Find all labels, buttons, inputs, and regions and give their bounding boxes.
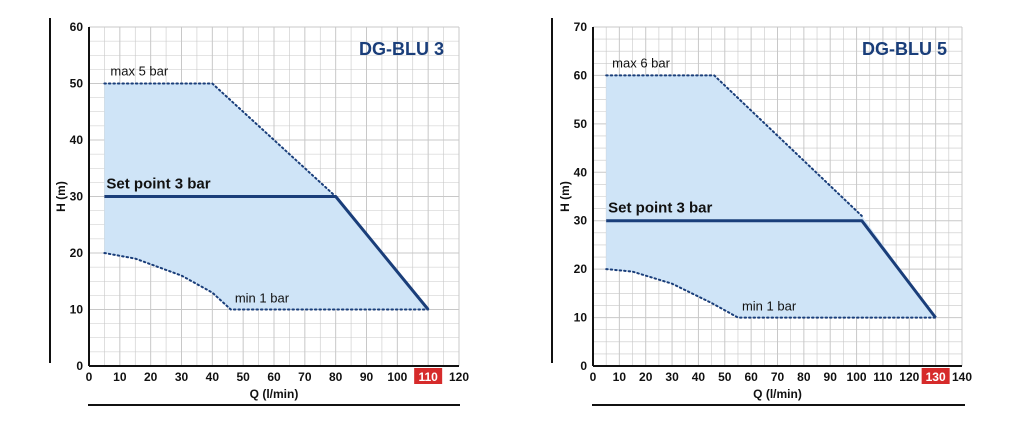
chart-title: DG-BLU 5 xyxy=(862,39,947,59)
min-1-bar-curve xyxy=(103,252,430,311)
chart-2: max 6 bar Set point 3 bar min 1 bar 0 10 20 30… xyxy=(551,18,972,406)
y-tick-label: 50 xyxy=(574,117,588,131)
set-point-3-bar-curve xyxy=(104,195,430,311)
x-tick-label: 10 xyxy=(613,370,627,384)
series-label: Set point 3 bar xyxy=(608,200,712,217)
chart-1: max 5 bar Set point 3 bar min 1 bar 0 10 20 30… xyxy=(49,18,469,406)
x-axis-title: Q (l/min) xyxy=(753,387,802,401)
x-tick-label: 30 xyxy=(175,370,189,384)
x-tick-label: 80 xyxy=(329,370,343,384)
x-tick-label: 40 xyxy=(692,370,706,384)
x-tick-label: 100 xyxy=(387,370,407,384)
x-tick-label: 0 xyxy=(86,370,93,384)
y-axis-title: H (m) xyxy=(558,181,572,212)
max-5-bar-curve xyxy=(103,82,337,198)
x-tick-label: 40 xyxy=(206,370,220,384)
x-tick-label: 0 xyxy=(590,370,597,384)
y-tick-label: 50 xyxy=(70,77,84,91)
y-tick-label: 20 xyxy=(70,246,84,260)
series-label: min 1 bar xyxy=(742,299,797,314)
x-tick-label: 70 xyxy=(298,370,312,384)
x-tick-label: 140 xyxy=(952,370,972,384)
x-tick-label-highlight: 110 xyxy=(418,370,438,384)
x-tick-label: 110 xyxy=(873,370,893,384)
x-tick-label: 60 xyxy=(744,370,758,384)
x-tick-label-highlight: 130 xyxy=(926,370,946,384)
series-label: max 6 bar xyxy=(612,55,670,70)
x-tick-label: 70 xyxy=(771,370,785,384)
y-tick-label: 60 xyxy=(70,20,84,34)
y-tick-label: 20 xyxy=(574,262,588,276)
x-axis-title: Q (l/min) xyxy=(250,387,299,401)
highlight-tick-box xyxy=(414,368,443,384)
y-tick-label: 40 xyxy=(70,133,84,147)
y-tick-label: 30 xyxy=(574,214,588,228)
x-tick-label: 90 xyxy=(824,370,838,384)
y-tick-label: 10 xyxy=(574,311,588,325)
y-tick-label: 60 xyxy=(574,68,588,82)
y-tick-label: 10 xyxy=(70,303,84,317)
y-tick-label: 70 xyxy=(574,20,588,34)
y-tick-label: 30 xyxy=(70,190,84,204)
series-label: min 1 bar xyxy=(235,291,290,306)
max-6-bar-curve xyxy=(605,74,863,217)
y-axis-title: H (m) xyxy=(54,181,68,212)
highlight-tick-box xyxy=(921,368,950,384)
min-1-bar-curve xyxy=(605,268,937,319)
x-tick-label: 20 xyxy=(639,370,653,384)
x-tick-label: 120 xyxy=(449,370,469,384)
x-tick-label: 100 xyxy=(847,370,867,384)
set-point-3-bar-curve xyxy=(606,219,937,319)
chart-title: DG-BLU 3 xyxy=(359,39,444,59)
series-label: max 5 bar xyxy=(110,64,168,79)
x-tick-label: 120 xyxy=(899,370,919,384)
x-tick-label: 50 xyxy=(718,370,732,384)
y-tick-label: 0 xyxy=(76,359,83,373)
x-tick-label: 90 xyxy=(360,370,374,384)
y-tick-label: 0 xyxy=(580,359,587,373)
y-tick-label: 40 xyxy=(574,165,588,179)
x-tick-label: 50 xyxy=(236,370,250,384)
x-tick-label: 10 xyxy=(113,370,127,384)
x-tick-label: 20 xyxy=(144,370,158,384)
series-label: Set point 3 bar xyxy=(106,176,210,193)
x-tick-label: 80 xyxy=(797,370,811,384)
operating-region xyxy=(606,75,936,318)
x-tick-label: 30 xyxy=(665,370,679,384)
x-tick-label: 60 xyxy=(267,370,281,384)
